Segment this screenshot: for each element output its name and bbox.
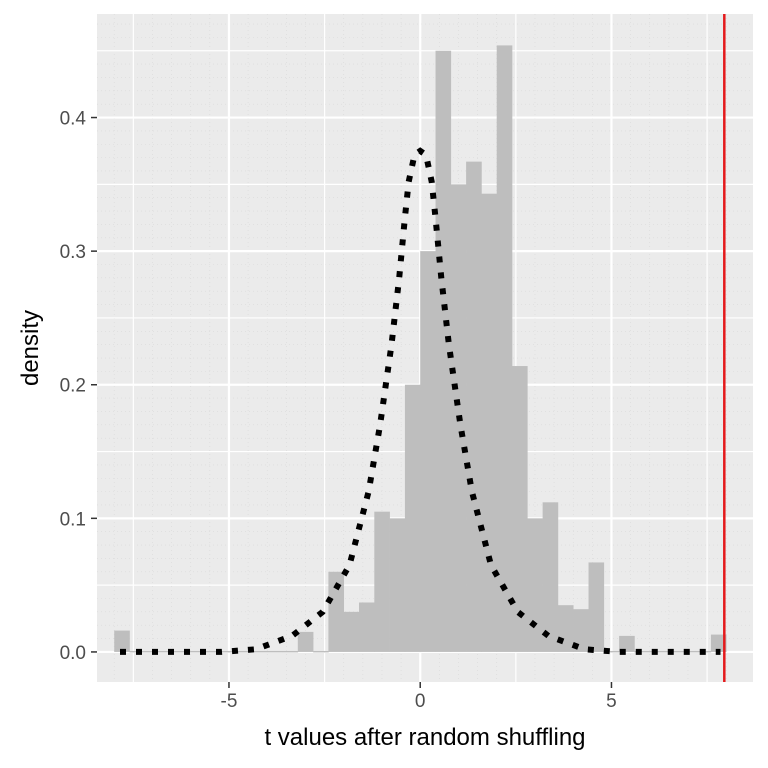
y-axis-ticks: 0.0 0.1 0.2 0.3 0.4 bbox=[60, 109, 97, 664]
histogram-bar bbox=[512, 366, 528, 652]
histogram-bar bbox=[236, 650, 253, 653]
histogram-bar bbox=[175, 650, 192, 653]
x-tick-label: -5 bbox=[221, 691, 238, 712]
histogram-bar bbox=[297, 631, 314, 652]
histogram-bar bbox=[282, 650, 299, 653]
histogram-bar bbox=[603, 650, 620, 653]
x-tick-label: 0 bbox=[415, 691, 426, 712]
histogram-bar bbox=[466, 161, 482, 652]
histogram-bar bbox=[114, 630, 130, 652]
histogram-bar bbox=[573, 609, 589, 652]
histogram-bar bbox=[404, 384, 421, 652]
histogram-bars bbox=[114, 45, 727, 653]
histogram-bar bbox=[527, 518, 543, 652]
y-tick-label: 0.1 bbox=[60, 509, 86, 530]
y-axis-title: density bbox=[17, 310, 44, 386]
histogram-bar bbox=[221, 650, 237, 653]
histogram-bar bbox=[710, 634, 727, 652]
histogram-bar bbox=[435, 50, 452, 652]
histogram-bar bbox=[588, 562, 605, 652]
histogram-bar bbox=[313, 650, 329, 653]
histogram-bar bbox=[542, 502, 559, 652]
x-tick-label: 5 bbox=[606, 691, 617, 712]
histogram-bar bbox=[634, 650, 651, 653]
density-curve-line bbox=[120, 147, 721, 655]
histogram-bar bbox=[251, 650, 268, 653]
y-tick-label: 0.3 bbox=[60, 242, 86, 263]
histogram-bar bbox=[267, 650, 283, 653]
histogram-bar bbox=[328, 571, 345, 652]
y-tick-label: 0.0 bbox=[60, 643, 86, 664]
histogram-bar bbox=[389, 518, 406, 652]
histogram-bar bbox=[359, 602, 375, 652]
histogram-bar bbox=[619, 635, 635, 652]
histogram-bar bbox=[420, 251, 436, 652]
density-curve bbox=[120, 147, 721, 655]
histogram-bar bbox=[160, 650, 176, 653]
histogram-bar bbox=[190, 650, 207, 653]
histogram-bar bbox=[343, 611, 360, 652]
histogram-bar bbox=[206, 650, 222, 653]
y-tick-label: 0.2 bbox=[60, 376, 86, 397]
histogram-bar bbox=[374, 511, 390, 652]
histogram-bar bbox=[496, 45, 513, 652]
x-axis-ticks: -5 0 5 bbox=[221, 682, 617, 712]
histogram-bar bbox=[557, 605, 574, 652]
histogram-bar bbox=[481, 193, 498, 652]
x-axis-title: t values after random shuffling bbox=[264, 724, 585, 751]
y-tick-label: 0.4 bbox=[60, 109, 87, 130]
